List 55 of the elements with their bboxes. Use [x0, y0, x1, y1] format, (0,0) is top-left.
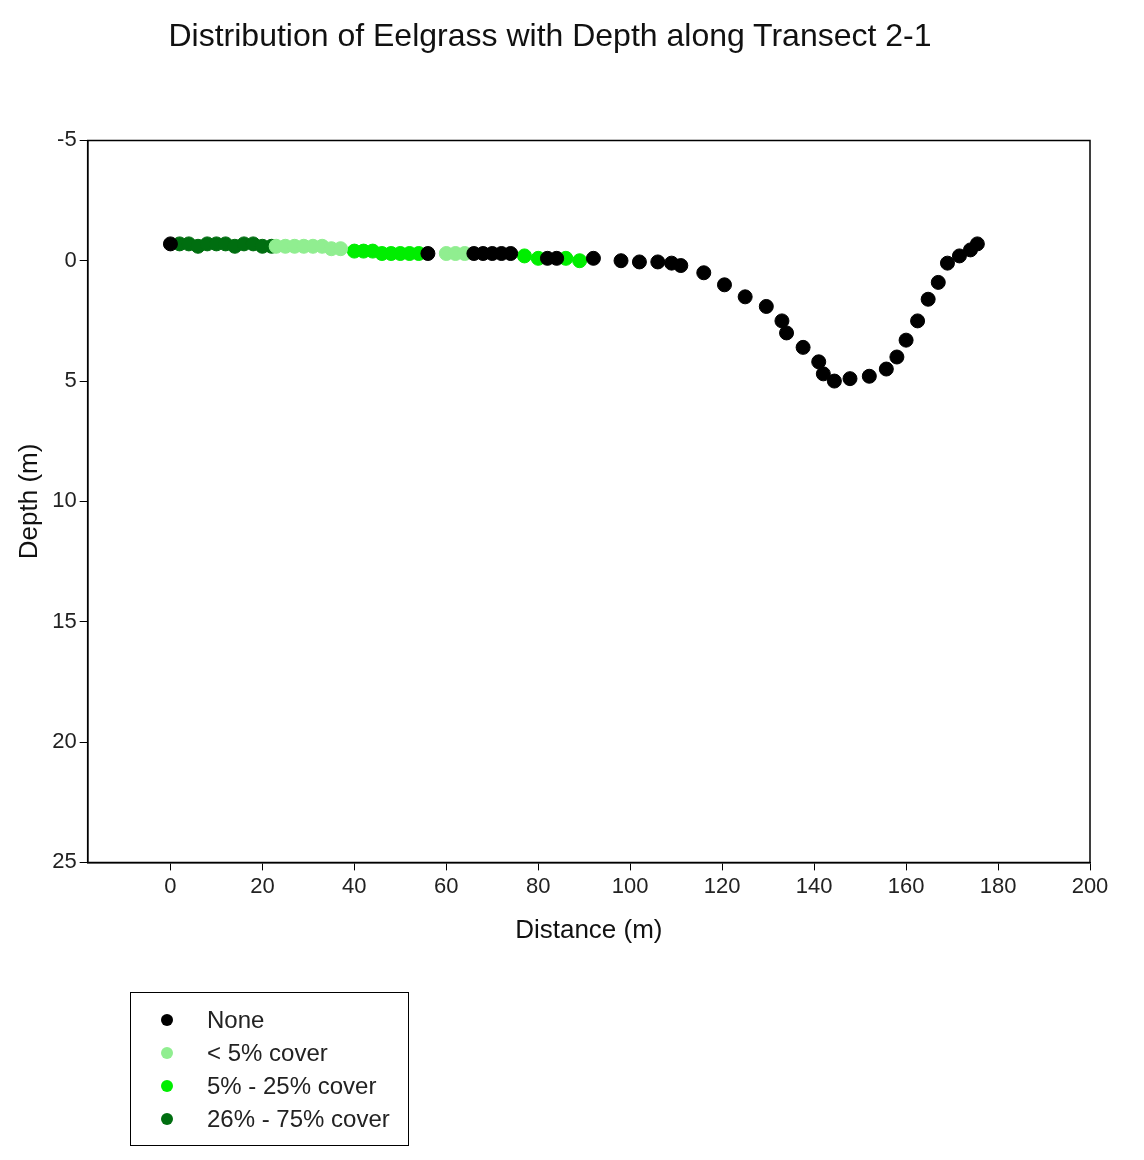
- legend-label: 26% - 75% cover: [207, 1104, 390, 1133]
- point: [889, 349, 905, 365]
- legend-label: < 5% cover: [207, 1038, 328, 1067]
- point: [811, 354, 827, 370]
- point: [939, 255, 955, 271]
- point: [585, 250, 601, 266]
- point: [910, 313, 926, 329]
- x-tick-label: 80: [526, 872, 551, 898]
- y-tick-label: 25: [52, 848, 77, 874]
- point: [898, 332, 914, 348]
- y-tick-label: 5: [64, 367, 77, 393]
- x-tick-label: 100: [611, 872, 649, 898]
- x-tick-label: 200: [1071, 872, 1109, 898]
- point: [826, 373, 842, 389]
- y-tick-label: 10: [52, 487, 77, 513]
- point: [795, 339, 811, 355]
- point: [951, 248, 967, 264]
- point: [631, 254, 647, 270]
- point: [842, 371, 858, 387]
- point: [758, 298, 774, 314]
- point: [572, 253, 588, 269]
- x-tick-label: 140: [795, 872, 833, 898]
- point: [162, 236, 178, 252]
- x-axis-title: Distance (m): [515, 913, 663, 944]
- chart-title: Distribution of Eelgrass with Depth along Transect 2-1: [168, 17, 932, 54]
- point: [861, 368, 877, 384]
- point: [920, 291, 936, 307]
- point: [716, 277, 732, 293]
- x-tick-label: 40: [342, 872, 367, 898]
- point: [815, 366, 831, 382]
- point: [516, 248, 532, 264]
- point: [969, 236, 985, 252]
- point: [650, 254, 666, 270]
- x-tick-label: 20: [250, 872, 275, 898]
- y-tick-label: 15: [52, 607, 77, 633]
- point: [878, 361, 894, 377]
- x-tick-label: 160: [887, 872, 925, 898]
- point: [613, 253, 629, 269]
- point: [774, 313, 790, 329]
- x-tick-label: 0: [164, 872, 177, 898]
- y-tick-label: 0: [64, 246, 77, 272]
- x-tick-label: 120: [703, 872, 741, 898]
- point: [420, 246, 436, 262]
- point: [930, 274, 946, 290]
- y-tick-label: 20: [52, 728, 77, 754]
- point: [779, 325, 795, 341]
- point: [737, 289, 753, 305]
- point: [696, 265, 712, 281]
- point: [673, 258, 689, 274]
- y-tick-label: -5: [57, 126, 77, 152]
- x-tick-label: 180: [979, 872, 1017, 898]
- legend-label: 5% - 25% cover: [207, 1071, 377, 1100]
- legend-label: None: [207, 1005, 265, 1034]
- y-axis-title: Depth (m): [12, 443, 43, 560]
- x-tick-label: 60: [434, 872, 459, 898]
